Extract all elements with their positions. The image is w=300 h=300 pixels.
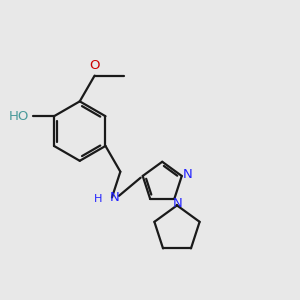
Text: HO: HO (9, 110, 29, 123)
Text: O: O (89, 59, 100, 72)
Text: N: N (173, 197, 183, 210)
Text: N: N (110, 191, 120, 204)
Text: N: N (182, 168, 192, 182)
Text: H: H (94, 194, 103, 204)
